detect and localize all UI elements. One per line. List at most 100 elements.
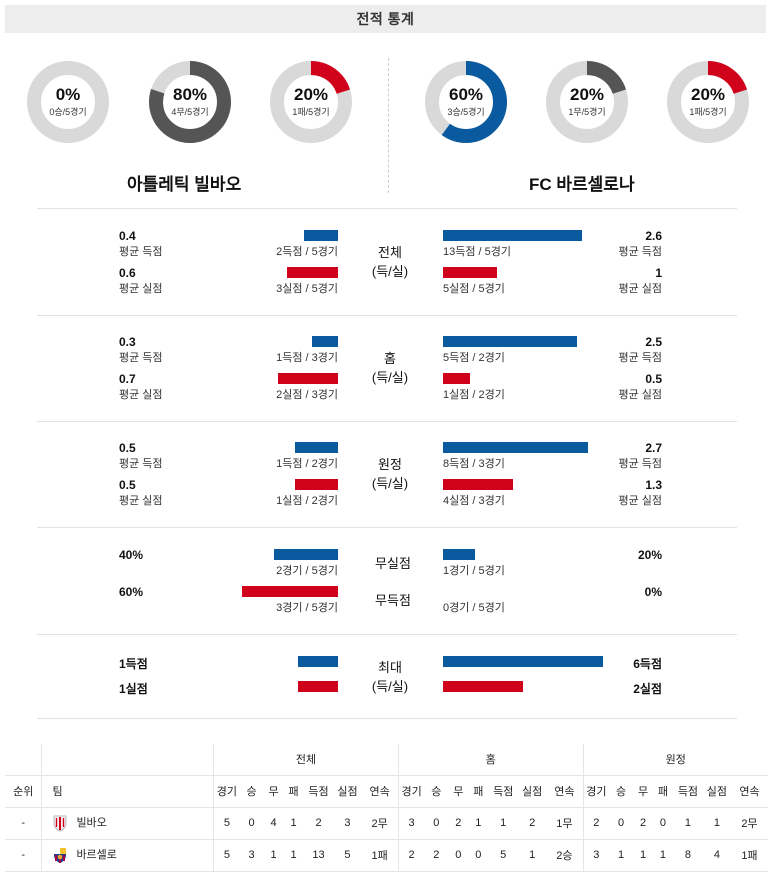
col-header-home: 승 bbox=[424, 774, 449, 808]
away-stat-cell: 1 bbox=[609, 839, 634, 872]
away-bar-text: 8득점 / 3경기 bbox=[443, 458, 505, 470]
col-header-total: 패 bbox=[283, 774, 304, 808]
section-divider bbox=[37, 527, 737, 528]
col-header-total: 실점 bbox=[333, 774, 362, 808]
away-stat-cell: 4 bbox=[702, 839, 731, 872]
team-cell[interactable]: 빌바오 bbox=[41, 807, 214, 840]
home-bar-text: 1실점 / 2경기 bbox=[276, 495, 338, 507]
col-header-total: 득점 bbox=[303, 774, 334, 808]
away-stat-cell: 1 bbox=[653, 839, 673, 872]
category-label: 원정 (득/실) bbox=[340, 455, 440, 493]
home-team-name: 아틀레틱 빌바오 bbox=[127, 175, 242, 194]
home-max-bar bbox=[298, 681, 338, 692]
total-stat-cell: 5 bbox=[213, 839, 240, 872]
home-stat-cell: 3 bbox=[397, 807, 425, 840]
col-header-away: 패 bbox=[653, 774, 673, 808]
team-name[interactable]: 바르셀로 bbox=[76, 848, 117, 861]
category-sub: (득/실) bbox=[371, 264, 409, 279]
team-name[interactable]: 빌바오 bbox=[76, 816, 107, 829]
donut-ring bbox=[425, 61, 507, 143]
rank-cell: - bbox=[5, 807, 42, 840]
home-stat-cell: 2 bbox=[424, 839, 449, 872]
donut-ring bbox=[667, 61, 749, 143]
total-stat-cell: 0 bbox=[239, 807, 264, 840]
left-donut-2: 80% 4무/5경기 bbox=[148, 60, 232, 144]
col-header-away: 승 bbox=[609, 774, 634, 808]
table-row[interactable]: - 바르셀로 5 3 1 1 13 5 1패 2 2 0 0 5 1 2승 3 1 1 1 8 4 1패 bbox=[5, 839, 768, 872]
away-bar bbox=[443, 373, 470, 384]
right-donut-2: 20% 1무/5경기 bbox=[545, 60, 629, 144]
home-clean-value: 60% bbox=[119, 585, 144, 599]
away-stat-value: 2.5 bbox=[645, 335, 662, 349]
home-clean-bar bbox=[274, 549, 338, 560]
home-stat-label: 평균 실점 bbox=[119, 495, 163, 507]
category-sub: (득/실) bbox=[371, 370, 409, 385]
col-header-away: 실점 bbox=[702, 774, 731, 808]
away-bar-text: 5실점 / 5경기 bbox=[443, 283, 505, 295]
home-bar-text: 3실점 / 5경기 bbox=[276, 283, 338, 295]
home-bar-text: 1득점 / 2경기 bbox=[276, 458, 338, 470]
donut-caption: 1패/5경기 bbox=[689, 107, 727, 117]
donut-percent: 20% bbox=[293, 85, 329, 104]
total-stat-cell: 4 bbox=[263, 807, 284, 840]
away-bar-text: 13득점 / 5경기 bbox=[443, 246, 512, 258]
col-header-total: 경기 bbox=[213, 774, 240, 808]
total-stat-cell: 5 bbox=[213, 807, 240, 840]
home-stat-cell: 0 bbox=[424, 807, 449, 840]
vertical-divider bbox=[388, 58, 389, 193]
home-clean-bar-text: 3경기 / 5경기 bbox=[276, 602, 338, 614]
donut-percent: 60% bbox=[448, 85, 484, 104]
group-header-away: 원정 bbox=[582, 744, 768, 775]
section-divider bbox=[37, 208, 737, 209]
home-stat-cell: 0 bbox=[448, 839, 469, 872]
home-bar bbox=[303, 230, 338, 241]
donut-arc bbox=[149, 61, 231, 143]
category-label: 홈 (득/실) bbox=[340, 349, 440, 387]
away-bar-text: 5득점 / 2경기 bbox=[443, 352, 505, 364]
category-label: 최대 (득/실) bbox=[340, 658, 440, 696]
away-stat-cell: 0 bbox=[609, 807, 634, 840]
away-stat-cell: 1패 bbox=[730, 839, 768, 872]
away-stat-value: 1 bbox=[655, 266, 662, 280]
away-stat-cell: 8 bbox=[672, 839, 703, 872]
left-donut-3: 20% 1패/5경기 bbox=[269, 60, 353, 144]
donut-caption: 1무/5경기 bbox=[568, 107, 606, 117]
away-stat-value: 0.5 bbox=[645, 372, 662, 386]
home-stat-cell: 2 bbox=[518, 807, 547, 840]
home-stat-cell: 2 bbox=[448, 807, 469, 840]
away-clean-bar bbox=[443, 549, 475, 560]
away-max-bar bbox=[443, 681, 523, 692]
rank-cell: - bbox=[5, 839, 42, 872]
donut-percent: 20% bbox=[569, 85, 605, 104]
team-cell[interactable]: 바르셀로 bbox=[41, 839, 214, 872]
table-row[interactable]: - 빌바오 5 0 4 1 2 3 2무 3 0 2 1 1 2 1무 2 0 2 0 1 1 2무 bbox=[5, 807, 768, 840]
away-stat-label: 평균 실점 bbox=[618, 495, 662, 507]
away-bar bbox=[443, 442, 588, 453]
col-header-away: 득점 bbox=[672, 774, 703, 808]
col-header-away: 경기 bbox=[582, 774, 610, 808]
team-header: 팀 bbox=[41, 774, 214, 808]
home-bar bbox=[295, 442, 338, 453]
away-stat-label: 평균 득점 bbox=[618, 246, 662, 258]
section-divider bbox=[37, 634, 737, 635]
home-bar bbox=[286, 267, 338, 278]
home-stat-cell: 1 bbox=[518, 839, 547, 872]
away-stat-label: 평균 득점 bbox=[618, 458, 662, 470]
home-stat-label: 평균 득점 bbox=[119, 458, 163, 470]
home-stat-value: 0.4 bbox=[119, 229, 136, 243]
total-stat-cell: 1 bbox=[263, 839, 284, 872]
home-bar-text: 1득점 / 3경기 bbox=[276, 352, 338, 364]
total-stat-cell: 3 bbox=[333, 807, 362, 840]
home-stat-cell: 5 bbox=[488, 839, 519, 872]
away-team-name: FC 바르셀로나 bbox=[529, 175, 635, 194]
donut-arc bbox=[546, 61, 628, 143]
donut-arc bbox=[667, 61, 749, 143]
rank-header: 순위 bbox=[5, 774, 42, 808]
section-divider bbox=[37, 718, 737, 719]
col-header-home: 실점 bbox=[518, 774, 547, 808]
home-bar-text: 2득점 / 5경기 bbox=[276, 246, 338, 258]
home-stat-cell: 1 bbox=[468, 807, 489, 840]
category-sub: (득/실) bbox=[371, 476, 409, 491]
home-stat-label: 평균 실점 bbox=[119, 389, 163, 401]
right-donut-1: 60% 3승/5경기 bbox=[424, 60, 508, 144]
